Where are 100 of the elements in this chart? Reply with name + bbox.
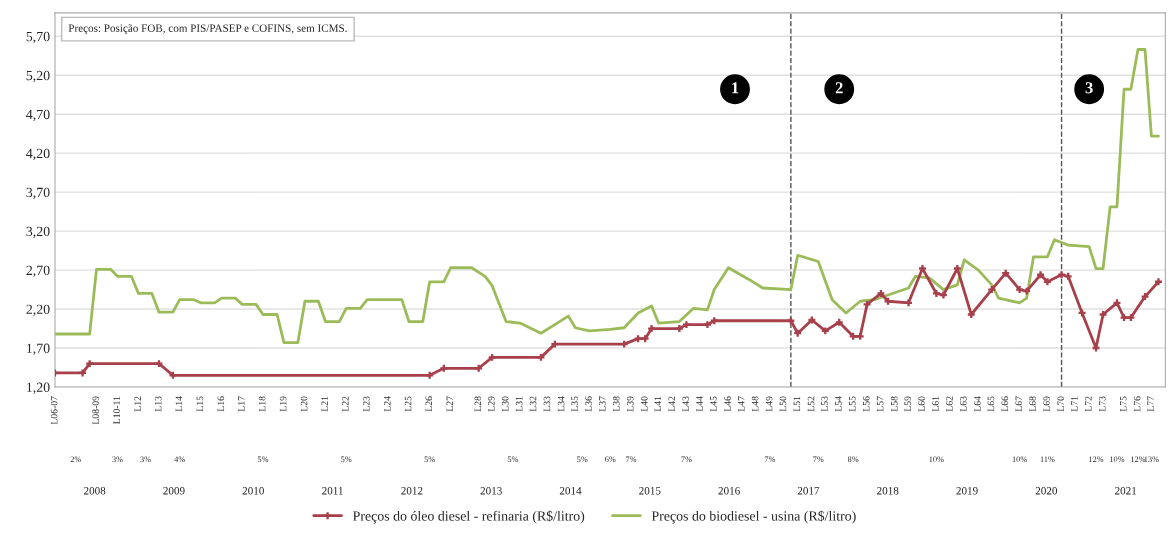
x-tick-label: L22 [342,396,349,412]
point [648,325,656,333]
x-tick-label: L15 [196,396,204,412]
annotation: 2 [835,82,843,94]
x2-tick-label: 5% [507,456,519,463]
x-tick-label: L20 [300,396,308,412]
x2-tick-label: 4% [174,456,185,463]
x-tick-label: L65 [987,396,995,412]
point [682,321,690,329]
y-tick-label: 2,70 [26,265,50,278]
x-tick-label: L57 [876,396,884,412]
point [877,289,885,297]
x-tick-label: L14 [175,396,183,412]
annotation: 3 [1085,82,1093,94]
x-tick-label: L71 [1071,396,1078,412]
legend-label: Preços do biodiesel - usina (R$/litro) [651,510,856,524]
x-tick-label: L50 [779,396,787,412]
text: 2021 [1115,487,1137,495]
x-tick-label: L45 [710,396,717,412]
x-tick-label: L46 [724,396,731,412]
x-tick-label: L31 [515,396,523,412]
annotation: 1 [732,82,739,94]
x2-tick-label: 5% [257,456,269,463]
y-tick-label: 3,20 [26,226,50,239]
x-tick-label: L16 [217,396,225,412]
y-tick-label: 5,20 [26,70,50,83]
y-tick-label: 3,70 [26,187,50,200]
x-tick-label: L73 [1098,396,1106,412]
x-tick-label: L64 [974,396,981,412]
x-tick-label: L42 [668,396,675,412]
x-tick-label: L51 [793,396,801,412]
x-tick-label: L67 [1015,396,1023,412]
x-tick-label: L23 [363,396,370,412]
point [86,360,94,368]
x-tick-label: L77 [1147,396,1154,412]
x-tick-label: L27 [446,396,453,412]
text: 2009 [163,487,185,495]
x-tick-label: L70 [1057,396,1064,412]
x-tick-label: L06-07 [50,396,58,425]
x2-tick-label: 10% [929,456,944,463]
x-tick-label: L56 [862,396,870,412]
y-tick-label: 5,70 [26,31,50,44]
text: 2013 [480,487,502,495]
x-tick-label: L60 [918,396,925,412]
x-tick-label: L62 [946,396,953,412]
point [79,369,87,377]
point [932,289,940,297]
x-tick-label: L44 [696,396,703,412]
x-tick-label: L58 [890,396,898,412]
y-tick-label: 1,20 [27,382,50,394]
x-tick-label: L40 [641,396,648,412]
text: 2018 [877,487,899,495]
x-tick-label: L37 [599,396,606,412]
text: 2008 [84,487,106,495]
point [703,321,711,329]
point [988,286,996,294]
point [1099,311,1107,318]
point [905,299,913,307]
point [863,300,871,308]
x2-tick-label: 12% [1089,456,1104,463]
point [155,360,163,368]
text: 2017 [797,487,820,495]
x2-tick-label: 5% [341,456,352,463]
x2-tick-label: 7% [813,456,824,463]
x2-tick-label: 10% [1110,456,1125,463]
x-tick-label: L08-09 [92,396,99,425]
x-tick-label: L33 [543,396,551,412]
x-tick-label: L28 [474,396,482,412]
x2-tick-label: 7% [764,456,776,463]
x2-tick-label: 7% [626,456,637,463]
x-tick-label: L30 [501,396,509,412]
line-series [54,48,1160,344]
x-tick-label: L63 [960,396,967,412]
point [537,353,545,361]
x-tick-label: L72 [1085,396,1092,412]
legend-label: Preços do óleo diesel - refinaria (R$/litro) [353,510,585,524]
x-tick-label: L61 [932,396,939,412]
point [918,265,926,272]
x2-tick-label: 6% [605,456,616,463]
x-tick-label: L49 [765,396,773,412]
point [1155,278,1162,286]
x2-tick-label: 11% [1040,456,1055,463]
x-tick-label: L48 [751,396,759,412]
x-tick-label: L18 [258,396,266,412]
text: 2012 [401,487,423,495]
y-tick-label: 2,20 [26,304,50,316]
x2-tick-label: 5% [577,456,588,463]
x-tick-label: L66 [1001,396,1009,412]
point [1037,271,1045,279]
x2-tick-label: 2% [70,456,82,463]
x2-tick-label: 5% [424,456,435,463]
x-tick-label: L32 [529,396,537,412]
point [1120,314,1128,322]
x-tick-label: L17 [238,396,245,412]
point [1127,314,1135,322]
text: 2014 [559,487,582,495]
x-tick-label: L36 [585,396,592,412]
point [1043,278,1051,286]
point [1058,271,1066,279]
x-tick-label: L53 [821,396,828,412]
